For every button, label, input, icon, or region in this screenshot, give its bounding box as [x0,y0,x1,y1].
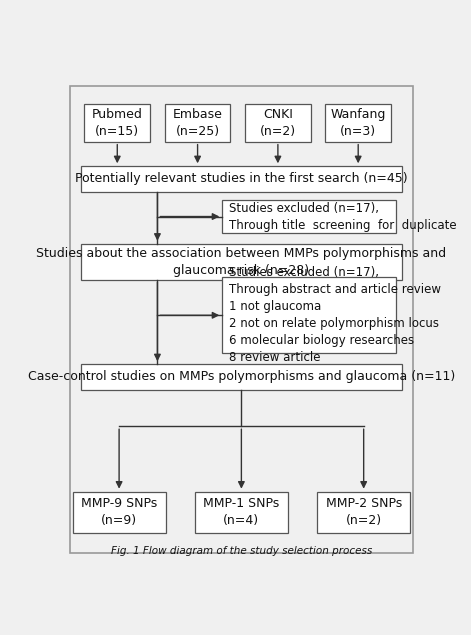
FancyBboxPatch shape [222,200,396,233]
FancyBboxPatch shape [70,86,413,553]
FancyBboxPatch shape [245,104,311,142]
Text: MMP-9 SNPs
(n=9): MMP-9 SNPs (n=9) [81,497,157,527]
FancyBboxPatch shape [81,166,402,192]
Text: Embase
(n=25): Embase (n=25) [173,108,222,138]
FancyBboxPatch shape [73,491,166,533]
Text: Potentially relevant studies in the first search (n=45): Potentially relevant studies in the firs… [75,172,408,185]
Text: Studies excluded (n=17),
Through abstract and article review
1 not glaucoma
2 no: Studies excluded (n=17), Through abstrac… [229,266,441,364]
FancyBboxPatch shape [325,104,391,142]
Text: CNKI
(n=2): CNKI (n=2) [260,108,296,138]
FancyBboxPatch shape [84,104,150,142]
Text: MMP-1 SNPs
(n=4): MMP-1 SNPs (n=4) [203,497,279,527]
FancyBboxPatch shape [165,104,230,142]
FancyBboxPatch shape [81,364,402,390]
FancyBboxPatch shape [317,491,410,533]
Text: Studies about the association between MMPs polymorphisms and
glaucoma risk (n=28: Studies about the association between MM… [36,247,447,277]
Text: Wanfang
(n=3): Wanfang (n=3) [331,108,386,138]
Text: MMP-2 SNPs
(n=2): MMP-2 SNPs (n=2) [325,497,402,527]
FancyBboxPatch shape [222,277,396,353]
FancyBboxPatch shape [195,491,288,533]
Text: Pubmed
(n=15): Pubmed (n=15) [92,108,143,138]
Text: Fig. 1 Flow diagram of the study selection process: Fig. 1 Flow diagram of the study selecti… [111,546,372,556]
FancyBboxPatch shape [81,244,402,280]
Text: Studies excluded (n=17),
Through title  screening  for  duplicate: Studies excluded (n=17), Through title s… [229,201,456,232]
Text: Case-control studies on MMPs polymorphisms and glaucoma (n=11): Case-control studies on MMPs polymorphis… [28,370,455,384]
